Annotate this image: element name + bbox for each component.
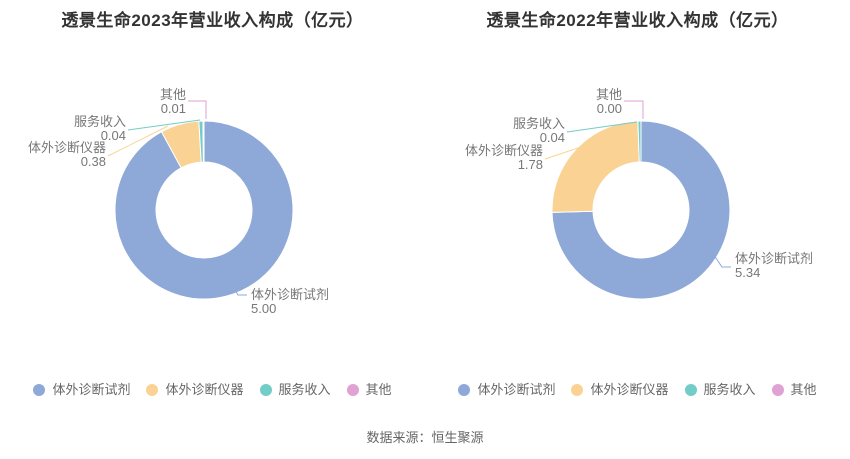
legend-dot-icon — [571, 384, 584, 396]
chart-title-2023: 透景生命2023年营业收入构成（亿元） — [61, 11, 364, 30]
slice-label-name-2: 服务收入 — [74, 114, 126, 129]
legend-dot-icon — [146, 384, 159, 396]
slice-label-value-0: 5.00 — [251, 301, 276, 316]
slice-label-name-0: 体外诊断试剂 — [735, 251, 813, 266]
charts-row: 透景生命2023年营业收入构成（亿元） 体外诊断试剂 5.00 体外诊断仪器 0.38… — [0, 0, 850, 414]
legend-dot-icon — [684, 384, 697, 396]
legend-item-1[interactable]: 体外诊断仪器 — [146, 382, 244, 397]
chart-title-2022: 透景生命2022年营业收入构成（亿元） — [486, 11, 789, 30]
legend-label: 体外诊断试剂 — [477, 382, 556, 397]
legend-label: 服务收入 — [703, 382, 756, 397]
label-leader-line-3 — [624, 100, 644, 119]
slice-label-value-3: 0.00 — [597, 101, 622, 116]
label-leader-line-0 — [706, 244, 731, 268]
pie-slice-0[interactable] — [551, 120, 731, 300]
slice-label-name-3: 其他 — [160, 87, 186, 102]
slice-label-value-2: 0.04 — [540, 130, 565, 145]
pie-slice-2[interactable] — [637, 120, 642, 163]
legend-dot-icon — [771, 384, 784, 396]
legend-label: 服务收入 — [278, 382, 331, 397]
legend-item-2[interactable]: 服务收入 — [684, 382, 756, 397]
slice-label-value-0: 5.34 — [735, 265, 760, 280]
chart-2023: 透景生命2023年营业收入构成（亿元） 体外诊断试剂 5.00 体外诊断仪器 0.38… — [0, 0, 425, 414]
slice-label-name-1: 体外诊断仪器 — [465, 143, 543, 158]
label-leader-line-2 — [566, 121, 638, 133]
label-leader-line-1 — [107, 125, 169, 157]
legend-dot-icon — [346, 384, 359, 396]
legend-item-2[interactable]: 服务收入 — [259, 382, 331, 397]
legend-2023: 体外诊断试剂 体外诊断仪器 服务收入 其他 — [0, 383, 425, 397]
slice-label-name-3: 其他 — [596, 87, 622, 102]
label-leader-line-3 — [188, 100, 207, 119]
slice-label-name-1: 体外诊断仪器 — [28, 140, 106, 155]
legend-label: 体外诊断仪器 — [590, 382, 669, 397]
slice-label-name-0: 体外诊断试剂 — [251, 287, 329, 302]
source-note: 数据来源：恒生聚源 — [366, 430, 484, 445]
pie-slice-1[interactable] — [551, 120, 640, 213]
slice-label-name-2: 服务收入 — [513, 116, 565, 131]
label-leader-line-1 — [544, 142, 594, 160]
legend-item-0[interactable]: 体外诊断试剂 — [458, 383, 555, 397]
pie-slice-0[interactable] — [114, 120, 294, 300]
legend-label: 体外诊断试剂 — [52, 382, 131, 397]
label-leader-line-2 — [127, 119, 201, 131]
legend-label: 体外诊断仪器 — [165, 382, 244, 397]
legend-dot-icon — [458, 384, 471, 396]
legend-label: 其他 — [790, 382, 817, 397]
legend-item-0[interactable]: 体外诊断试剂 — [33, 383, 130, 397]
legend-item-1[interactable]: 体外诊断仪器 — [571, 382, 669, 397]
legend-dot-icon — [259, 384, 272, 396]
chart-2022: 透景生命2022年营业收入构成（亿元） 体外诊断试剂 5.34 体外诊断仪器 1.78… — [425, 0, 850, 414]
slice-label-value-1: 0.38 — [81, 154, 106, 169]
slice-label-value-2: 0.04 — [101, 128, 126, 143]
legend-label: 其他 — [365, 382, 392, 397]
legend-2022: 体外诊断试剂 体外诊断仪器 服务收入 其他 — [425, 383, 850, 397]
slice-label-value-3: 0.01 — [161, 101, 186, 116]
label-leader-line-0 — [226, 275, 247, 296]
legend-item-3[interactable]: 其他 — [771, 382, 817, 397]
legend-dot-icon — [33, 384, 46, 396]
pie-slice-3[interactable] — [202, 120, 205, 163]
legend-item-3[interactable]: 其他 — [346, 382, 392, 397]
slice-label-value-1: 1.78 — [518, 157, 543, 172]
